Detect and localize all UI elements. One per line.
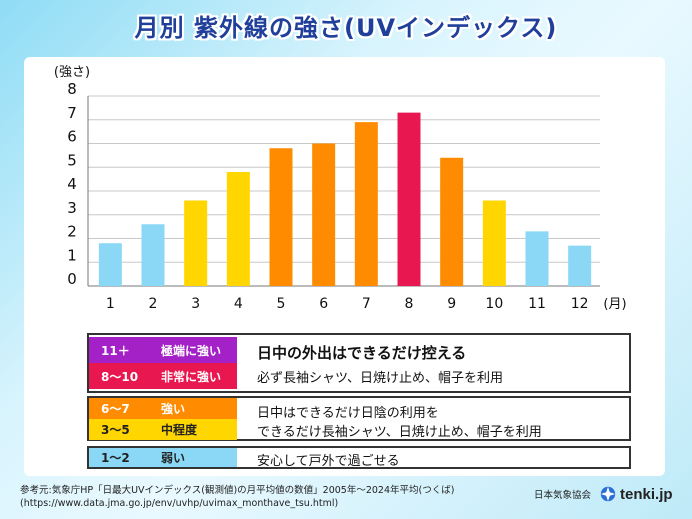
bar-1 xyxy=(98,243,122,286)
y-tick-label: 4 xyxy=(67,175,77,193)
advice-low: 安心して戸外で過ごせる xyxy=(257,454,400,469)
legend-group-low: 1〜2 弱い 安心して戸外で過ごせる xyxy=(87,446,631,469)
x-tick-label: 6 xyxy=(319,296,328,312)
advice-line-1: 日中はできるだけ日陰の利用を xyxy=(257,406,439,421)
legend-label: 非常に強い xyxy=(161,369,222,384)
y-tick-label: 8 xyxy=(67,80,77,98)
bar-6 xyxy=(312,143,336,286)
brand-name: tenki.jp xyxy=(620,485,673,503)
y-tick-label: 6 xyxy=(67,128,77,146)
legend-range: 6〜7 xyxy=(101,402,130,416)
bar-7 xyxy=(354,122,378,286)
legend-range: 8〜10 xyxy=(101,369,139,384)
x-tick-label: 5 xyxy=(277,296,286,312)
legend-row-low: 1〜2 弱い xyxy=(89,448,237,467)
advice-line-2: できるだけ長袖シャツ、日焼け止め、帽子を利用 xyxy=(257,425,542,440)
legend-group-high: 6〜7 強い 3〜5 中程度 日中はできるだけ日陰の利用を できるだけ長袖シャツ… xyxy=(87,396,631,441)
x-tick-label: 1 xyxy=(106,296,115,312)
legend-label: 弱い xyxy=(161,451,186,465)
legend-group-extreme: 11＋ 極端に強い 8〜10 非常に強い 日中の外出はできるだけ控える 必ず長袖… xyxy=(87,333,631,393)
x-tick-label: 10 xyxy=(485,296,503,312)
x-tick-label: 2 xyxy=(149,296,158,312)
legend-range: 1〜2 xyxy=(101,451,130,465)
legend-row-moderate: 3〜5 中程度 xyxy=(89,419,237,440)
legend-range: 11＋ xyxy=(101,343,130,358)
x-tick-label: 8 xyxy=(405,296,414,312)
y-axis-label: (強さ) xyxy=(54,65,90,80)
org-name: 日本気象協会 xyxy=(534,490,592,501)
legend-row-extreme: 11＋ 極端に強い xyxy=(89,337,237,363)
y-tick-label: 0 xyxy=(67,270,77,288)
bar-10 xyxy=(482,200,506,286)
bar-11 xyxy=(525,231,549,286)
x-tick-label: 4 xyxy=(234,296,243,312)
source-line-1: 参考元:気象庁HP「日最大UVインデックス(観測値)の月平均値の数値」2005年… xyxy=(20,485,455,496)
y-tick-label: 5 xyxy=(67,151,77,169)
x-tick-label: 12 xyxy=(571,296,589,312)
legend-row-high: 6〜7 強い xyxy=(89,398,237,419)
advice-sub: 必ず長袖シャツ、日焼け止め、帽子を利用 xyxy=(257,371,503,386)
advice-main: 日中の外出はできるだけ控える xyxy=(257,344,467,362)
legend-range: 3〜5 xyxy=(101,423,130,437)
bar-9 xyxy=(440,157,464,286)
y-tick-label: 7 xyxy=(67,104,77,122)
y-tick-label: 3 xyxy=(67,199,77,217)
bar-12 xyxy=(568,245,592,286)
x-tick-label: 3 xyxy=(191,296,200,312)
legend-label: 中程度 xyxy=(161,423,198,437)
bar-3 xyxy=(184,200,208,286)
legend-label: 強い xyxy=(161,402,186,416)
source-note: 参考元:気象庁HP「日最大UVインデックス(観測値)の月平均値の数値」2005年… xyxy=(20,484,454,510)
tenki-logo-icon xyxy=(600,486,616,502)
legend-label: 極端に強い xyxy=(161,343,222,358)
page-title: 月別 紫外線の強さ(UVインデックス) xyxy=(134,14,558,42)
y-tick-label: 2 xyxy=(67,223,77,241)
legend-row-very-high: 8〜10 非常に強い xyxy=(89,363,237,389)
bar-8 xyxy=(397,112,421,286)
x-tick-label: 9 xyxy=(447,296,456,312)
x-tick-label: 7 xyxy=(362,296,371,312)
bar-4 xyxy=(226,172,250,286)
bar-2 xyxy=(141,224,165,286)
brand: 日本気象協会 tenki.jp xyxy=(534,485,673,503)
x-axis-unit: (月) xyxy=(603,297,626,312)
bar-5 xyxy=(269,148,293,286)
source-url: (https://www.data.jma.go.jp/env/uvhp/uvi… xyxy=(20,498,339,509)
y-tick-label: 1 xyxy=(67,246,77,264)
x-tick-label: 11 xyxy=(528,296,546,312)
